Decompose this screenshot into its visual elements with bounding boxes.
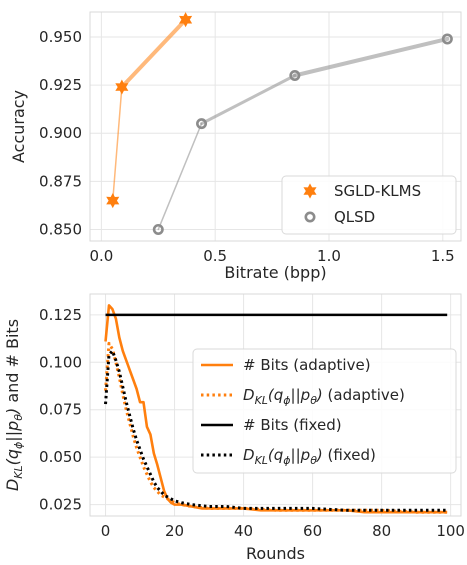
legend: SGLD-KLMS QLSD [281, 175, 457, 235]
kl-subscript: KL [12, 465, 25, 478]
kl-close: ) [3, 408, 22, 415]
kl-subscript-phi: ϕ [283, 454, 290, 467]
kl-subscript-theta: θ [310, 454, 317, 467]
d-kl-q-p-fixed-line [104, 349, 448, 512]
kl-symbol: D [243, 446, 255, 464]
legend-entry-bits-adaptive: # Bits (adaptive) [243, 356, 371, 374]
y-tick-labels: 0.025 0.050 0.075 0.100 0.125 [39, 306, 82, 514]
kl-close: ) [316, 386, 323, 404]
sgld-klms-point [115, 79, 129, 95]
legend-entry-sgld-klms: SGLD-KLMS [334, 182, 421, 200]
sgld-klms-point [179, 12, 193, 28]
x-tick-label: 0.0 [89, 247, 113, 265]
qlsd-segment [157, 122, 203, 231]
accuracy-vs-bitrate-chart: 0.0 0.5 1.0 1.5 0.850 0.875 0.900 0.925 0.950 B… [9, 11, 462, 282]
legend-entry-qlsd: QLSD [334, 208, 375, 226]
legend-suffix: (fixed) [323, 446, 376, 464]
x-tick-label: 100 [436, 522, 465, 540]
y-tick-labels: 0.850 0.875 0.900 0.925 0.950 [39, 28, 82, 238]
sgld-klms-point [106, 193, 120, 209]
kl-separator: ||p [291, 386, 311, 404]
qlsd-point [441, 33, 453, 45]
y-tick-label: 0.900 [39, 124, 82, 142]
kl-and-bits-vs-rounds-chart: 0 20 40 60 80 100 0.025 0.050 0.075 0.100 0.125 R… [3, 293, 465, 563]
x-tick-labels: 0.0 0.5 1.0 1.5 [89, 247, 454, 265]
legend-suffix: (adaptive) [323, 386, 405, 404]
legend-marker-qlsd [304, 211, 316, 223]
qlsd-segment [292, 36, 450, 78]
sgld-klms-segment [119, 17, 188, 90]
x-tick-label: 80 [372, 522, 391, 540]
x-tick-label: 1.0 [317, 247, 341, 265]
kl-arguments: (q [268, 386, 283, 404]
kl-symbol: D [243, 386, 255, 404]
qlsd-point [289, 70, 301, 82]
legend-marker-sgld-klms [303, 183, 317, 199]
kl-subscript-theta: θ [310, 394, 317, 407]
x-tick-label: 1.5 [431, 247, 455, 265]
y-tick-label: 0.075 [39, 401, 82, 419]
legend-entry-kl-adaptive: DKL(qϕ||pθ) (adaptive) [243, 386, 405, 407]
kl-subscript: KL [255, 454, 268, 467]
y-tick-label: 0.025 [39, 496, 82, 514]
y-tick-label: 0.050 [39, 448, 82, 466]
y-axis-label: DKL(qϕ||pθ) and # Bits [3, 319, 25, 491]
series-group [106, 12, 453, 235]
kl-subscript: KL [255, 394, 268, 407]
kl-close: ) [316, 446, 323, 464]
x-tick-labels: 0 20 40 60 80 100 [101, 522, 465, 540]
kl-subscript-phi: ϕ [12, 442, 25, 449]
kl-arguments: (q [268, 446, 283, 464]
x-axis-label: Rounds [246, 544, 305, 563]
kl-arguments: (q [3, 449, 22, 465]
x-axis-label: Bitrate (bpp) [224, 263, 326, 282]
qlsd-point [196, 118, 208, 130]
x-tick-label: 40 [234, 522, 253, 540]
legend-entry-kl-fixed: DKL(qϕ||pθ) (fixed) [243, 446, 376, 467]
series-group [104, 304, 448, 514]
y-tick-label: 0.925 [39, 76, 82, 94]
legend-markers [303, 183, 317, 223]
y-tick-label: 0.850 [39, 220, 82, 238]
legend-entry-bits-fixed: # Bits (fixed) [243, 416, 342, 434]
legend-box [192, 348, 457, 474]
kl-separator: ||p [3, 421, 22, 442]
y-tick-label: 0.950 [39, 28, 82, 46]
qlsd-point [152, 223, 164, 235]
sgld-klms-segment [112, 86, 123, 202]
plot-area [89, 11, 462, 242]
y-tick-label: 0.875 [39, 172, 82, 190]
plot-area [89, 293, 462, 517]
ylabel-suffix: and # Bits [3, 319, 22, 408]
x-tick-label: 0 [101, 522, 111, 540]
x-tick-label: 20 [165, 522, 184, 540]
kl-subscript-theta: θ [12, 414, 25, 421]
kl-symbol: D [3, 479, 22, 491]
qlsd-segment [200, 74, 297, 126]
x-tick-label: 0.5 [203, 247, 227, 265]
y-tick-label: 0.100 [39, 353, 82, 371]
y-axis-label: Accuracy [9, 90, 28, 163]
x-tick-label: 60 [303, 522, 322, 540]
legend-box [281, 175, 457, 235]
legend-lines [201, 363, 233, 457]
kl-separator: ||p [291, 446, 311, 464]
legend: # Bits (adaptive) DKL(qϕ||pθ) (adaptive)… [192, 348, 457, 474]
grid [90, 12, 461, 241]
kl-subscript-phi: ϕ [283, 394, 290, 407]
y-tick-label: 0.125 [39, 306, 82, 324]
